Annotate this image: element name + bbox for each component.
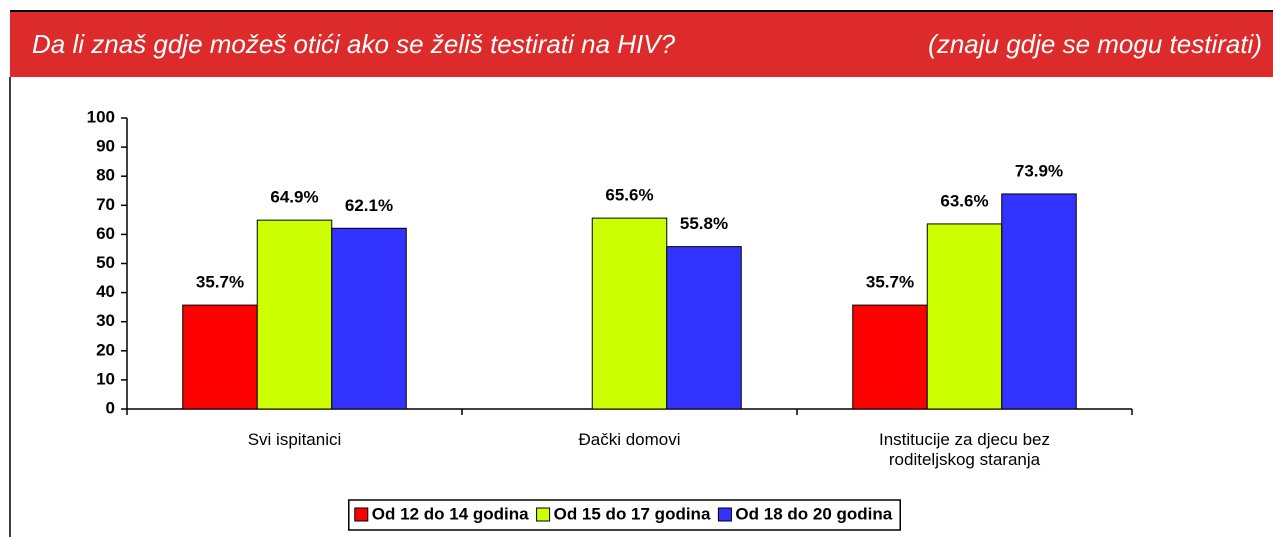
value-label: 35.7% xyxy=(196,273,244,292)
legend-swatch xyxy=(536,507,551,522)
title-banner xyxy=(10,12,1273,77)
x-tick-label: Institucije za djecu bez roditeljskog st… xyxy=(878,430,1051,469)
bar xyxy=(926,223,1003,410)
legend: Od 12 do 14 godina Od 15 do 17 godina Od 1… xyxy=(348,499,901,531)
value-label: 63.6% xyxy=(940,191,988,210)
chart-title: Da li znaš gdje možeš otići ako se želiš… xyxy=(32,29,676,59)
value-label: 64.9% xyxy=(270,188,318,207)
y-tick-label: 70 xyxy=(96,195,115,214)
y-tick-label: 10 xyxy=(96,369,115,388)
legend-label: Od 18 do 20 godina xyxy=(735,504,892,523)
bar xyxy=(591,217,668,410)
bar xyxy=(852,304,928,410)
y-tick-label: 50 xyxy=(96,253,115,272)
bar xyxy=(1001,193,1077,410)
bar xyxy=(331,227,407,410)
y-tick-label: 40 xyxy=(96,282,115,301)
value-label: 62.1% xyxy=(345,196,393,215)
value-label: 35.7% xyxy=(866,273,914,292)
value-label: 73.9% xyxy=(1015,161,1063,180)
legend-box xyxy=(348,499,901,531)
value-label: 65.6% xyxy=(605,186,653,205)
y-tick-label: 30 xyxy=(96,311,115,330)
bar xyxy=(256,219,333,410)
y-tick-label: 80 xyxy=(96,166,115,185)
legend-label: Od 15 do 17 godina xyxy=(554,504,711,523)
legend-label: Od 12 do 14 godina xyxy=(372,504,529,523)
y-tick-label: 90 xyxy=(96,137,115,156)
value-label: 55.8% xyxy=(680,214,728,233)
chart-subtitle: (znaju gdje se mogu testirati) xyxy=(928,29,1262,59)
legend-swatch xyxy=(354,507,369,522)
legend-swatch xyxy=(717,507,732,522)
y-tick-label: 0 xyxy=(106,398,115,417)
x-tick-label: Đački domovi xyxy=(578,430,681,449)
bar xyxy=(182,304,258,410)
x-tick-label: Svi ispitanici xyxy=(247,430,342,449)
y-tick-label: 60 xyxy=(96,224,115,243)
bar xyxy=(666,246,742,410)
y-tick-label: 100 xyxy=(87,107,115,126)
y-tick-label: 20 xyxy=(96,340,115,359)
